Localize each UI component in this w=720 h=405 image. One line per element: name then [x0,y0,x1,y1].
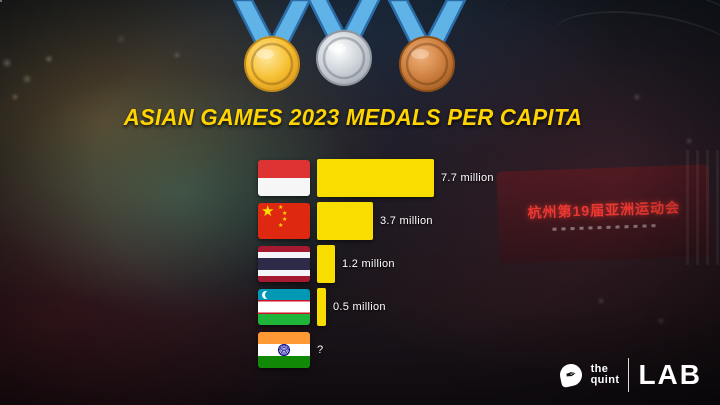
bronze-medal-icon [387,0,467,92]
bar-indonesia [317,159,434,197]
gold-medal-icon [232,0,312,92]
bar-value-uzbekistan: 0.5 million [333,301,386,313]
bar-value-thailand: 1.2 million [342,258,395,270]
page-title: ASIAN GAMES 2023 MEDALS PER CAPITA [123,104,583,130]
chart-row-indonesia: 7.7 million [258,159,494,197]
flag-india [258,332,310,368]
bar-uzbekistan [317,288,326,326]
chart-row-india: ? [258,332,494,368]
chart-row-thailand: 1.2 million [258,245,494,283]
flag-indonesia [258,160,310,196]
bar-china [317,202,373,240]
chart-row-china: ★ ★ ★ ★ ★ 3.7 million [258,202,494,240]
bar-value-china: 3.7 million [380,215,433,227]
quint-lab-logo: ✒ the quint LAB [557,358,702,392]
flag-china: ★ ★ ★ ★ ★ [258,203,310,239]
china-star-icon: ★ [261,203,275,220]
flag-thailand [258,246,310,282]
stadium-led-sign: 杭州第19届亚洲运动会 [496,164,712,264]
bar-thailand [317,245,335,283]
chart-row-uzbekistan: 0.5 million [258,288,494,326]
quint-quill-icon: ✒ [557,361,584,389]
led-sign-subtext [552,223,657,231]
india-chakra-icon [278,344,290,356]
uzbekistan-crescent-icon [262,291,272,299]
bar-value-indonesia: 7.7 million [441,172,494,184]
stadium-structures [686,150,720,265]
led-sign-text: 杭州第19届亚洲运动会 [527,198,681,221]
silver-medal-icon [307,0,381,86]
medals-per-capita-chart: 7.7 million ★ ★ ★ ★ ★ 3.7 million 1.2 mill… [258,159,494,375]
flag-uzbekistan [258,289,310,325]
quint-wordmark: the quint [590,363,620,386]
bar-value-india: ? [317,344,324,356]
logo-divider [628,358,630,392]
lab-wordmark: LAB [638,359,702,390]
stadium-lights [0,0,2,2]
